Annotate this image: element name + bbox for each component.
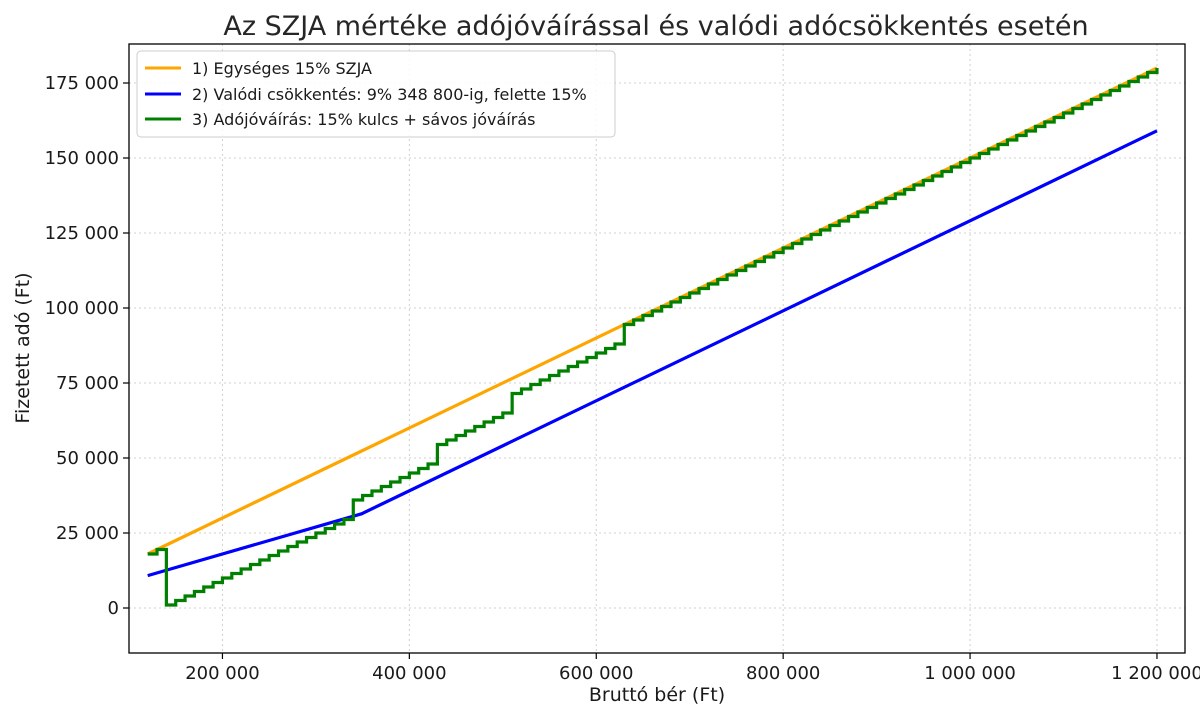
series-layer xyxy=(146,66,1159,607)
legend-box xyxy=(136,50,616,138)
y-tick-label: 150 000 xyxy=(45,148,119,169)
x-tick-label: 200 000 xyxy=(185,663,259,684)
legend: 1) Egységes 15% SZJA 2) Valódi csökkenté… xyxy=(136,50,616,138)
legend-label-series-1: 1) Egységes 15% SZJA xyxy=(192,59,372,78)
x-tick-label: 1 200 000 xyxy=(1111,663,1200,684)
y-tick-label: 175 000 xyxy=(45,73,119,94)
x-tick-label: 800 000 xyxy=(746,663,820,684)
chart-title: Az SZJA mértéke adójóváírással és valódi… xyxy=(223,11,1088,42)
x-axis-label: Bruttó bér (Ft) xyxy=(589,684,725,706)
x-tick-label: 1 000 000 xyxy=(924,663,1016,684)
x-axis: 200 000 400 000 600 000 800 000 1 000 000 1 2… xyxy=(185,653,1200,684)
y-tick-label: 75 000 xyxy=(56,373,119,394)
y-tick-label: 25 000 xyxy=(56,523,119,544)
y-tick-label: 125 000 xyxy=(45,223,119,244)
y-tick-label: 0 xyxy=(108,598,119,619)
y-axis-label: Fizetett adó (Ft) xyxy=(12,272,34,423)
legend-label-series-3: 3) Adójóváírás: 15% kulcs + sávos jóváír… xyxy=(192,110,535,129)
series-line-2 xyxy=(147,129,1158,578)
plot-frame xyxy=(128,43,1186,654)
series-line-3 xyxy=(147,68,1159,607)
y-tick-label: 50 000 xyxy=(56,448,119,469)
x-tick-label: 600 000 xyxy=(559,663,633,684)
x-tick-label: 400 000 xyxy=(372,663,446,684)
legend-label-series-2: 2) Valódi csökkentés: 9% 348 800-ig, fel… xyxy=(192,85,587,104)
y-tick-label: 100 000 xyxy=(45,298,119,319)
grid xyxy=(129,44,1185,653)
y-axis: 0 25 000 50 000 75 000 100 000 125 000 150 000… xyxy=(45,73,129,619)
